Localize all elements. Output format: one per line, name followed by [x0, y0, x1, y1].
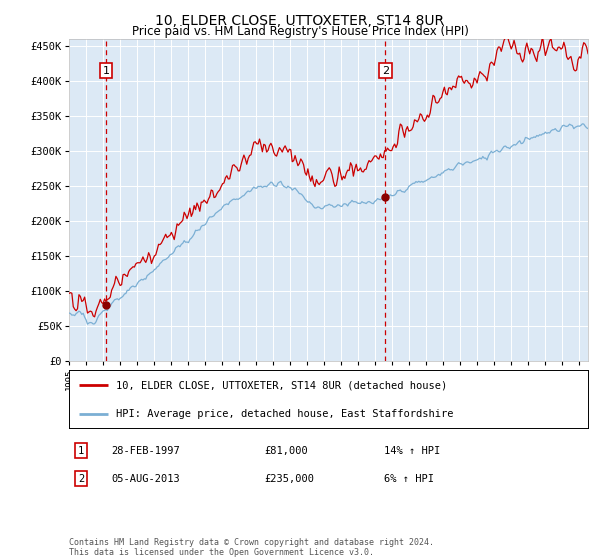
Text: 28-FEB-1997: 28-FEB-1997	[111, 446, 180, 456]
Text: Contains HM Land Registry data © Crown copyright and database right 2024.
This d: Contains HM Land Registry data © Crown c…	[69, 538, 434, 557]
Text: 10, ELDER CLOSE, UTTOXETER, ST14 8UR (detached house): 10, ELDER CLOSE, UTTOXETER, ST14 8UR (de…	[116, 380, 447, 390]
Text: 10, ELDER CLOSE, UTTOXETER, ST14 8UR: 10, ELDER CLOSE, UTTOXETER, ST14 8UR	[155, 14, 445, 28]
Text: £235,000: £235,000	[264, 474, 314, 484]
Text: 05-AUG-2013: 05-AUG-2013	[111, 474, 180, 484]
Text: HPI: Average price, detached house, East Staffordshire: HPI: Average price, detached house, East…	[116, 409, 453, 419]
Text: £81,000: £81,000	[264, 446, 308, 456]
Text: Price paid vs. HM Land Registry's House Price Index (HPI): Price paid vs. HM Land Registry's House …	[131, 25, 469, 38]
Text: 2: 2	[382, 66, 389, 76]
Text: 6% ↑ HPI: 6% ↑ HPI	[384, 474, 434, 484]
Text: 2: 2	[78, 474, 84, 484]
Text: 1: 1	[103, 66, 109, 76]
Text: 1: 1	[78, 446, 84, 456]
Text: 14% ↑ HPI: 14% ↑ HPI	[384, 446, 440, 456]
